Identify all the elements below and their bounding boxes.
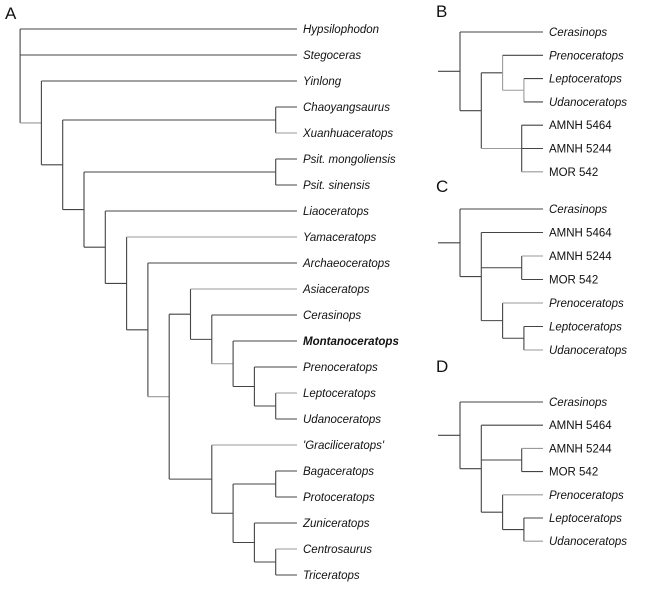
taxon-label: Yinlong (303, 76, 342, 88)
panel-label: D (436, 357, 448, 376)
taxon-label: MOR 542 (549, 275, 598, 287)
taxon-label: AMNH 5464 (549, 228, 612, 240)
taxon-label: Psit. sinensis (303, 180, 370, 192)
taxon-label: Yamaceratops (303, 232, 377, 244)
taxon-label: Cerasinops (549, 397, 607, 409)
taxon-label: Leptoceratops (549, 74, 622, 86)
taxon-label: AMNH 5244 (549, 251, 612, 263)
taxon-label: Triceratops (303, 570, 360, 582)
taxon-label: Xuanhuaceratops (302, 128, 393, 140)
taxon-label: Udanoceratops (549, 97, 627, 109)
taxon-label: Leptoceratops (549, 322, 622, 334)
panel-label: A (5, 4, 17, 23)
taxon-label: Centrosaurus (303, 544, 372, 556)
panel-d: D Cerasinops AMNH 5464 AMNH 5244 MOR 542 Pren… (436, 357, 627, 548)
taxon-label: Cerasinops (549, 204, 607, 216)
taxon-label: Zuniceratops (302, 518, 370, 530)
panel-a: A Hypsilophodon Stegoceras Yinlong Chaoyangs… (5, 4, 399, 582)
taxon-label: AMNH 5244 (549, 443, 612, 455)
taxon-label: Cerasinops (549, 27, 607, 39)
taxon-label: Psit. mongoliensis (303, 154, 396, 166)
taxon-label: Udanoceratops (549, 536, 627, 548)
taxon-label: Prenoceratops (549, 298, 624, 310)
taxon-label: AMNH 5244 (549, 144, 612, 156)
taxon-label: AMNH 5464 (549, 420, 612, 432)
panel-label: B (436, 2, 447, 21)
taxon-label: MOR 542 (549, 467, 598, 479)
taxon-label: Asiaceratops (302, 284, 370, 296)
taxon-label: Bagaceratops (303, 466, 374, 478)
taxon-label: Prenoceratops (549, 50, 624, 62)
taxon-label: Prenoceratops (303, 362, 378, 374)
taxon-label: Udanoceratops (549, 345, 627, 357)
taxon-label: Prenoceratops (549, 490, 624, 502)
taxon-label: Montanoceratops (303, 336, 399, 348)
panel-c: C Cerasinops AMNH 5464 AMNH 5244 MOR 542 Pren… (436, 177, 627, 357)
taxon-label: Chaoyangsaurus (303, 102, 390, 114)
taxon-label: Hypsilophodon (303, 24, 379, 36)
taxon-label: Leptoceratops (303, 388, 376, 400)
taxon-label: MOR 542 (549, 167, 598, 179)
panel-label: C (436, 177, 448, 196)
taxon-label: Udanoceratops (303, 414, 381, 426)
panel-b: B Cerasinops Prenoceratops Leptoceratops Uda… (436, 2, 627, 179)
taxon-label: Leptoceratops (549, 513, 622, 525)
taxon-label: Protoceratops (303, 492, 375, 504)
taxon-label: 'Graciliceratops' (303, 440, 385, 452)
taxon-label: Liaoceratops (303, 206, 369, 218)
taxon-label: Archaeoceratops (302, 258, 390, 270)
taxon-label: Cerasinops (303, 310, 361, 322)
taxon-label: AMNH 5464 (549, 120, 612, 132)
taxon-label: Stegoceras (303, 50, 361, 62)
